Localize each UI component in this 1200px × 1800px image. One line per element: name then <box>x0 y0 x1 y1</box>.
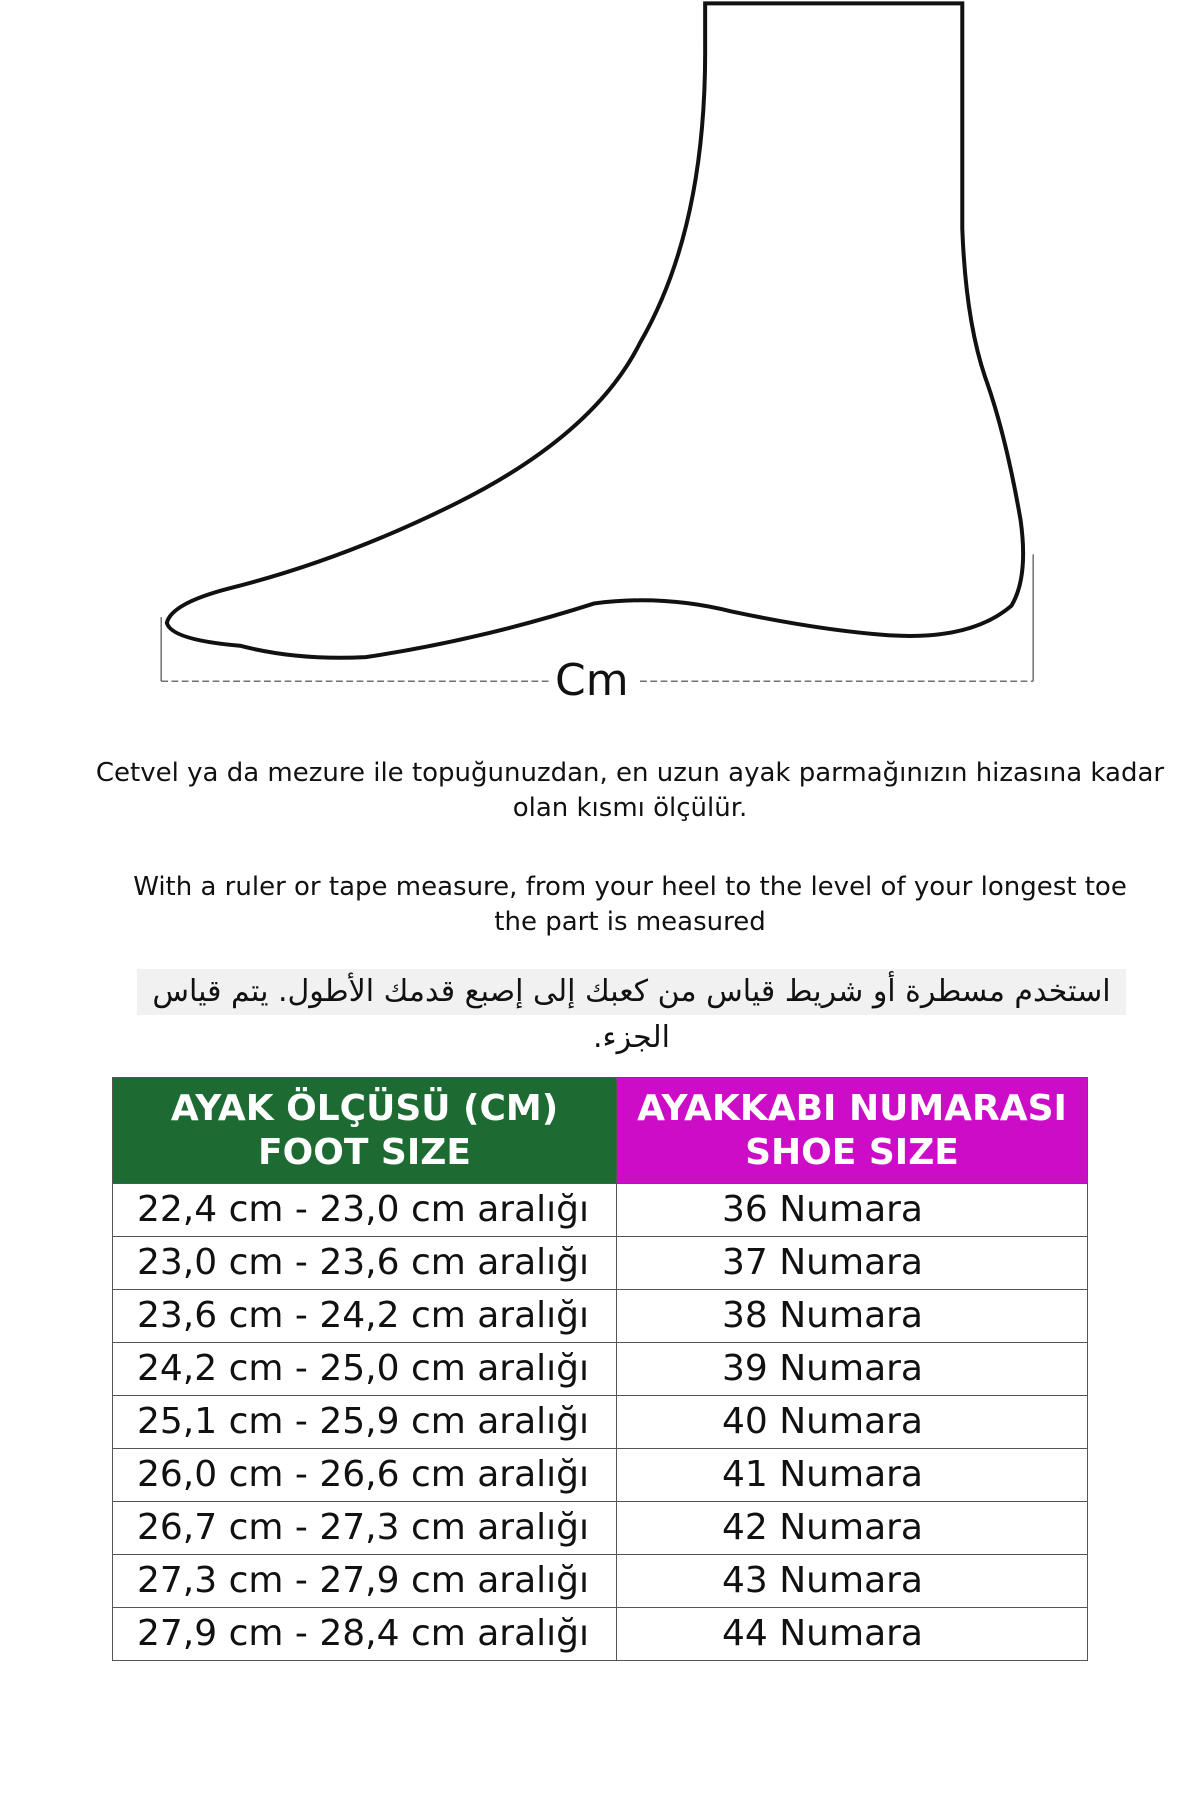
foot-outline <box>164 1 1026 660</box>
shoe-size-cell: 38 Numara <box>616 1289 1088 1343</box>
table-row: 27,3 cm - 27,9 cm aralığı 43 Numara <box>112 1554 1088 1608</box>
instruction-ar: استخدم مسطرة أو شريط قياس من كعبك إلى إص… <box>137 969 1126 1055</box>
foot-size-header-en: FOOT SIZE <box>258 1131 471 1173</box>
foot-size-cell: 27,9 cm - 28,4 cm aralığı <box>112 1607 617 1661</box>
table-row: 26,0 cm - 26,6 cm aralığı 41 Numara <box>112 1448 1088 1502</box>
shoe-size-cell: 43 Numara <box>616 1554 1088 1608</box>
shoe-size-header-tr: AYAKKABI NUMARASI <box>637 1087 1067 1129</box>
shoe-size-cell: 42 Numara <box>616 1501 1088 1555</box>
foot-size-cell: 23,6 cm - 24,2 cm aralığı <box>112 1289 617 1343</box>
foot-size-cell: 25,1 cm - 25,9 cm aralığı <box>112 1395 617 1449</box>
foot-size-header-tr: AYAK ÖLÇÜSÜ (CM) <box>170 1087 559 1129</box>
instruction-tr-2: olan kısmı ölçülür. <box>512 793 748 823</box>
foot-size-header: AYAK ÖLÇÜSÜ (CM) FOOT SIZE <box>112 1077 617 1184</box>
foot-size-cell: 27,3 cm - 27,9 cm aralığı <box>112 1554 617 1608</box>
instruction-en-2: the part is measured <box>494 907 766 937</box>
table-row: 24,2 cm - 25,0 cm aralığı 39 Numara <box>112 1342 1088 1396</box>
shoe-size-cell: 41 Numara <box>616 1448 1088 1502</box>
table-header-row: AYAK ÖLÇÜSÜ (CM) FOOT SIZE AYAKKABI NUMAR… <box>112 1077 1088 1184</box>
size-chart-table: AYAK ÖLÇÜSÜ (CM) FOOT SIZE AYAKKABI NUMAR… <box>112 1077 1088 1661</box>
shoe-size-header-en: SHOE SIZE <box>745 1131 959 1173</box>
foot-size-cell: 24,2 cm - 25,0 cm aralığı <box>112 1342 617 1396</box>
table-row: 27,9 cm - 28,4 cm aralığı 44 Numara <box>112 1607 1088 1661</box>
table-row: 23,0 cm - 23,6 cm aralığı 37 Numara <box>112 1236 1088 1290</box>
shoe-size-cell: 39 Numara <box>616 1342 1088 1396</box>
foot-size-cell: 26,0 cm - 26,6 cm aralığı <box>112 1448 617 1502</box>
table-row: 26,7 cm - 27,3 cm aralığı 42 Numara <box>112 1501 1088 1555</box>
foot-size-cell: 26,7 cm - 27,3 cm aralığı <box>112 1501 617 1555</box>
table-row: 25,1 cm - 25,9 cm aralığı 40 Numara <box>112 1395 1088 1449</box>
unit-label: Cm <box>555 655 629 706</box>
foot-size-cell: 23,0 cm - 23,6 cm aralığı <box>112 1236 617 1290</box>
shoe-size-cell: 40 Numara <box>616 1395 1088 1449</box>
shoe-size-cell: 36 Numara <box>616 1183 1088 1237</box>
table-row: 22,4 cm - 23,0 cm aralığı 36 Numara <box>112 1183 1088 1237</box>
foot-outline-diagram <box>160 1 1034 682</box>
table-row: 23,6 cm - 24,2 cm aralığı 38 Numara <box>112 1289 1088 1343</box>
instruction-en-1: With a ruler or tape measure, from your … <box>133 872 1127 902</box>
shoe-size-cell: 44 Numara <box>616 1607 1088 1661</box>
shoe-size-cell: 37 Numara <box>616 1236 1088 1290</box>
instruction-tr-1: Cetvel ya da mezure ile topuğunuzdan, en… <box>95 758 1165 788</box>
foot-size-cell: 22,4 cm - 23,0 cm aralığı <box>112 1183 617 1237</box>
shoe-size-header: AYAKKABI NUMARASI SHOE SIZE <box>616 1077 1088 1184</box>
